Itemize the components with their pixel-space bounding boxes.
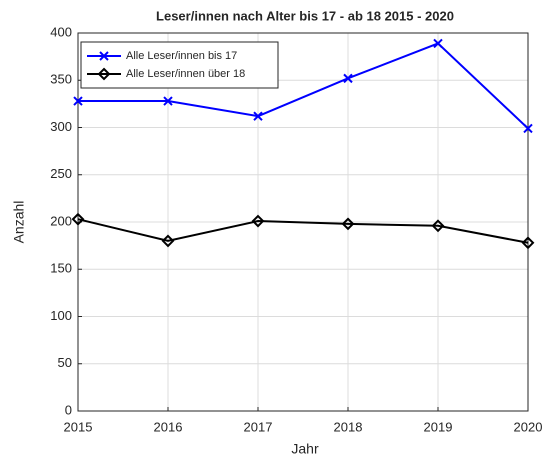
legend-label: Alle Leser/innen bis 17 bbox=[126, 50, 237, 62]
marker bbox=[431, 219, 445, 233]
axes-box bbox=[77, 32, 529, 412]
y-tick-label: 250 bbox=[50, 166, 72, 181]
marker bbox=[343, 73, 353, 84]
legend-marker bbox=[99, 51, 109, 61]
x-tick-label: 2016 bbox=[154, 419, 183, 434]
y-tick-label: 200 bbox=[50, 213, 72, 228]
x-tick-label: 2019 bbox=[424, 419, 453, 434]
y-tick-label: 0 bbox=[65, 402, 72, 417]
legend-box bbox=[80, 41, 279, 89]
marker bbox=[523, 123, 533, 134]
x-axis-label: Jahr bbox=[291, 441, 319, 457]
x-tick-label: 2020 bbox=[514, 419, 542, 434]
x-tick-label: 2018 bbox=[334, 419, 363, 434]
series-line bbox=[78, 42, 529, 130]
y-tick-label: 50 bbox=[58, 355, 72, 370]
marker bbox=[521, 236, 535, 250]
legend-marker bbox=[97, 67, 111, 81]
chart-title: Leser/innen nach Alter bis 17 - ab 18 20… bbox=[156, 8, 454, 23]
x-tick-label: 2015 bbox=[64, 419, 93, 434]
series-line bbox=[77, 218, 529, 244]
marker bbox=[341, 217, 355, 231]
marker bbox=[163, 96, 173, 106]
y-tick-label: 400 bbox=[50, 24, 72, 39]
x-tick-label: 2017 bbox=[244, 419, 273, 434]
marker bbox=[433, 38, 443, 49]
marker bbox=[253, 111, 263, 121]
marker bbox=[71, 212, 85, 226]
y-tick-label: 350 bbox=[50, 72, 72, 87]
y-axis-label: Anzahl bbox=[11, 201, 27, 244]
marker bbox=[73, 96, 83, 106]
legend-label: Alle Leser/innen über 18 bbox=[126, 68, 245, 80]
marker bbox=[251, 214, 265, 228]
y-tick-label: 100 bbox=[50, 308, 72, 323]
y-tick-label: 150 bbox=[50, 261, 72, 276]
marker bbox=[161, 234, 175, 248]
y-tick-label: 300 bbox=[50, 119, 72, 134]
